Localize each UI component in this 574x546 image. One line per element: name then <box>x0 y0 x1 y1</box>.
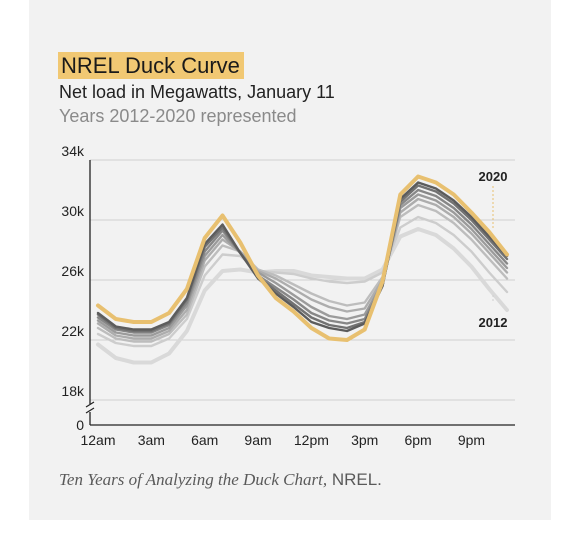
series-line-2013 <box>96 215 509 348</box>
x-tick-label: 6pm <box>404 432 431 448</box>
x-tick-label: 9pm <box>458 432 485 448</box>
end-label-2012: 2012 <box>479 315 508 330</box>
series-line-2019 <box>96 181 509 333</box>
end-label-2020: 2020 <box>479 169 508 184</box>
series-line-2014 <box>96 203 509 343</box>
axes <box>85 160 515 426</box>
series-end-labels: 2020 2012 <box>479 169 508 330</box>
series-line-2017 <box>96 188 509 334</box>
y-tick-label: 0 <box>76 417 84 433</box>
axis-break-mark <box>85 407 95 414</box>
y-tick-label: 22k <box>61 323 85 339</box>
x-tick-label: 12pm <box>294 432 329 448</box>
x-tick-label: 6am <box>191 432 218 448</box>
y-tick-label: 30k <box>61 203 85 219</box>
chart-title: NREL Duck Curve <box>58 52 244 79</box>
x-tick-label: 12am <box>80 432 115 448</box>
y-tick-label: 34k <box>61 143 85 159</box>
x-tick-label: 3am <box>138 432 165 448</box>
series-line-2018 <box>96 184 509 333</box>
series-line-2020 <box>96 174 509 342</box>
source-caption: Ten Years of Analyzing the Duck Chart, N… <box>59 470 382 490</box>
chart-note: Years 2012-2020 represented <box>59 106 297 126</box>
series-line-2012 <box>96 227 509 365</box>
source-plain: NREL. <box>327 470 382 489</box>
x-axis-ticks: 12am 3am 6am 9am 12pm 3pm 6pm 9pm <box>80 432 485 448</box>
chart-subtitle: Net load in Megawatts, January 11 <box>59 82 335 102</box>
axis-break-mark <box>85 401 95 408</box>
gridlines <box>90 159 515 401</box>
source-italic: Ten Years of Analyzing the Duck Chart, <box>59 470 328 489</box>
x-tick-label: 3pm <box>351 432 378 448</box>
x-tick-label: 9am <box>244 432 271 448</box>
y-axis-ticks: 0 18k 22k 26k 30k 34k <box>61 143 85 433</box>
series-line-2015 <box>96 197 509 340</box>
series-line-2016 <box>96 193 509 337</box>
y-tick-label: 18k <box>61 383 85 399</box>
series-lines <box>96 174 509 365</box>
y-tick-label: 26k <box>61 263 85 279</box>
